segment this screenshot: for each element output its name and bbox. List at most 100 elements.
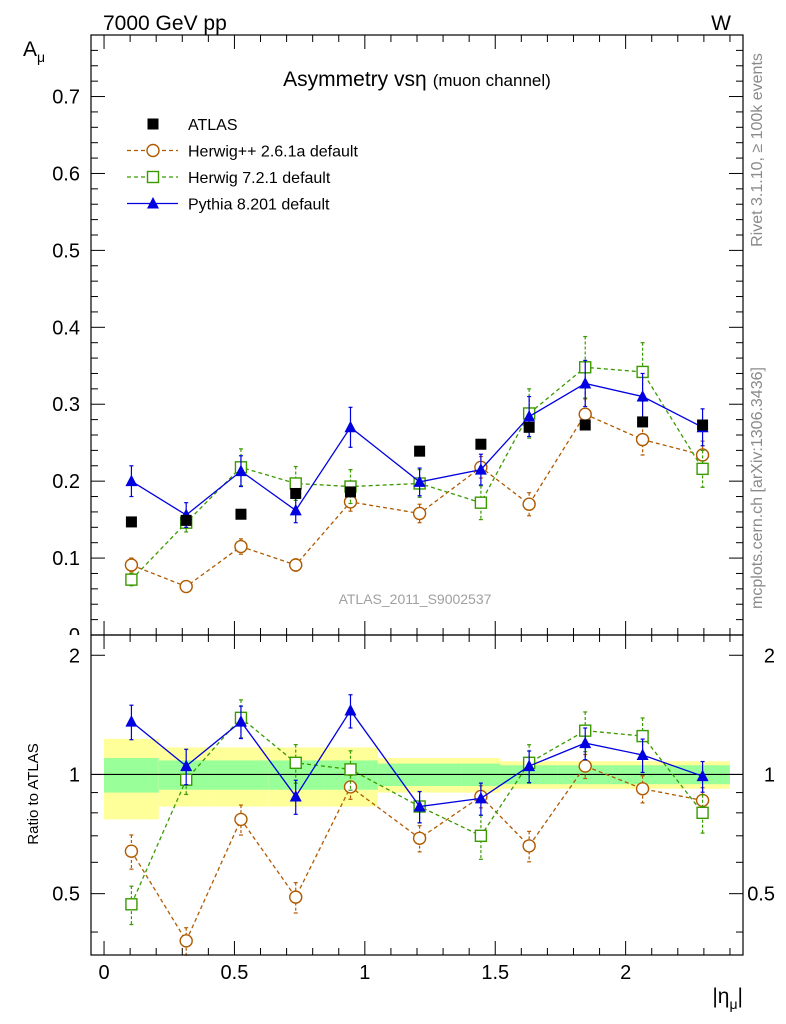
ratio-axes: 0 0.5 1 1.5 2 0.5 0.5 1 1 2 2 xyxy=(52,635,775,984)
y-tick-label-right: 1 xyxy=(764,764,775,786)
data-point xyxy=(579,419,591,431)
svg-text:|ημ|: |ημ| xyxy=(712,985,743,1012)
x-axis-label-text: |η xyxy=(712,985,729,1008)
data-point xyxy=(235,508,247,520)
y-tick-label-right: 2 xyxy=(764,645,775,667)
data-point xyxy=(579,376,592,389)
y-axis-label-sub: μ xyxy=(37,49,45,65)
data-point xyxy=(234,464,247,477)
data-point xyxy=(344,486,356,498)
watermark-label: ATLAS_2011_S9002537 xyxy=(339,591,492,607)
data-point xyxy=(412,506,427,521)
ratio-band-inner xyxy=(104,758,159,793)
x-tick-label: 0 xyxy=(98,962,109,984)
data-point xyxy=(147,118,159,130)
data-point xyxy=(125,573,138,586)
data-point xyxy=(635,782,650,796)
y-axis-label: Aμ xyxy=(23,38,45,65)
header-right: W xyxy=(711,12,731,35)
data-point xyxy=(234,812,248,827)
y-tick-label: 0.4 xyxy=(52,317,80,339)
data-point xyxy=(125,516,137,528)
data-point xyxy=(523,410,536,422)
data-point xyxy=(578,759,592,773)
y-tick-label: 0.7 xyxy=(52,87,80,109)
data-point xyxy=(579,736,592,749)
legend-label: ATLAS xyxy=(188,117,238,134)
data-point xyxy=(637,416,649,428)
data-point xyxy=(578,407,592,421)
data-point xyxy=(289,503,302,516)
legend-label: Herwig 7.2.1 default xyxy=(188,170,331,187)
legend-label: Pythia 8.201 default xyxy=(188,197,330,214)
data-point xyxy=(474,829,488,842)
data-point xyxy=(125,715,138,727)
data-point xyxy=(522,839,536,853)
data-point xyxy=(124,558,139,572)
data-point xyxy=(180,759,193,772)
data-point xyxy=(344,704,357,716)
data-point xyxy=(125,474,138,487)
data-point xyxy=(474,496,488,509)
data-point xyxy=(234,715,247,727)
legend-label: Herwig++ 2.6.1a default xyxy=(188,144,358,161)
chart-subtitle-text: (muon channel) xyxy=(433,71,551,90)
data-point xyxy=(523,759,536,772)
data-point xyxy=(474,463,487,475)
data-point xyxy=(124,844,139,858)
series-line xyxy=(130,366,704,581)
data-point xyxy=(635,432,650,447)
data-point xyxy=(289,890,303,904)
data-point xyxy=(147,197,159,209)
ratio-panel: 0 0.5 1 1.5 2 0.5 0.5 1 1 2 2 Ratio to ATLAS xyxy=(25,634,775,984)
data-point xyxy=(289,558,303,572)
data-point xyxy=(344,420,357,433)
data-point xyxy=(289,477,302,490)
x-tick-label: 0.5 xyxy=(221,962,249,984)
chart-title-text: Asymmetry vsη xyxy=(283,68,427,91)
ratio-plot-content xyxy=(91,694,743,956)
data-point xyxy=(180,514,192,526)
x-tick-label: 2 xyxy=(620,962,631,984)
chart-title: Asymmetry vsη (muon channel) xyxy=(283,68,551,91)
svg-text:Aμ: Aμ xyxy=(23,38,45,65)
y-tick-label: 1 xyxy=(69,764,80,786)
data-point xyxy=(344,763,357,776)
data-point xyxy=(636,390,649,402)
ratio-band-inner xyxy=(213,760,269,790)
data-point xyxy=(146,170,160,184)
data-point xyxy=(697,419,709,431)
data-point xyxy=(179,934,193,948)
ratio-y-axis-label: Ratio to ATLAS xyxy=(25,743,42,844)
data-point xyxy=(412,831,427,845)
data-point xyxy=(474,791,487,804)
data-point xyxy=(289,756,302,770)
data-point xyxy=(475,438,487,450)
data-point xyxy=(290,487,302,499)
data-point xyxy=(413,800,426,812)
legend: ATLAS Herwig++ 2.6.1a default Herwig 7.2.1… xyxy=(127,117,358,214)
y-tick-label: 0.5 xyxy=(52,884,80,906)
data-point xyxy=(125,898,138,911)
data-point xyxy=(522,497,536,511)
data-point xyxy=(696,806,709,820)
y-tick-label: 2 xyxy=(69,645,80,667)
x-tick-label: 1.5 xyxy=(481,962,509,984)
x-axis-label: |ημ| xyxy=(712,985,743,1012)
header-left: 7000 GeV pp xyxy=(103,12,227,35)
data-point xyxy=(696,462,709,476)
data-point xyxy=(289,789,302,802)
svg-text:Asymmetry vsη(muon channel): Asymmetry vsη (muon channel) xyxy=(283,68,551,91)
data-point xyxy=(413,475,426,487)
y-tick-label: 0.1 xyxy=(52,548,80,570)
y-axis-label-text: A xyxy=(23,38,37,61)
data-point xyxy=(636,748,649,760)
data-point xyxy=(414,445,426,457)
main-panel: 0.1 0.2 0.3 0.4 0.5 0.6 0.7 0 Asymmetry vsη (muo… xyxy=(23,34,744,636)
mcplots-label: mcplots.cern.ch [arXiv:1306.3436] xyxy=(749,367,766,609)
y-tick-label: 0.2 xyxy=(52,471,80,493)
x-axis-label-end: | xyxy=(738,985,743,1008)
data-point xyxy=(523,421,535,433)
data-point xyxy=(234,539,248,554)
data-point xyxy=(179,579,193,594)
